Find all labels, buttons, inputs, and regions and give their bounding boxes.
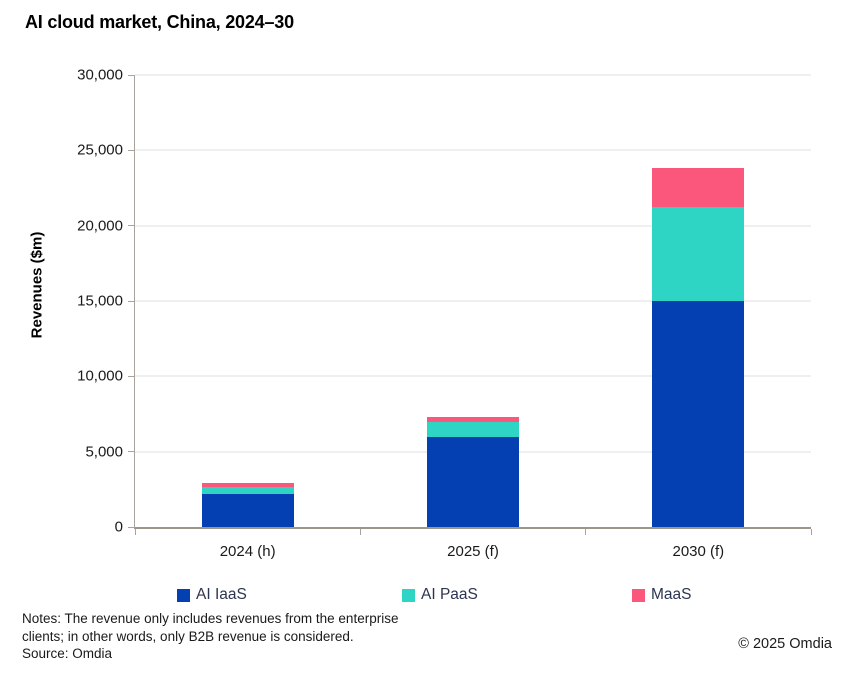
y-tick-label: 20,000 (77, 217, 123, 235)
gridline (135, 224, 811, 227)
y-tick-label: 10,000 (77, 367, 123, 385)
legend-label: AI IaaS (196, 586, 247, 603)
y-axis-tick (128, 526, 135, 528)
y-tick-label: 5,000 (85, 443, 123, 461)
chart-title: AI cloud market, China, 2024–30 (25, 12, 294, 32)
gridline (135, 300, 811, 302)
x-axis-tick (359, 529, 361, 535)
bar-segment-maas-2025-(f) (427, 417, 519, 422)
y-axis-tick (128, 74, 135, 76)
x-category-label: 2030 (f) (672, 543, 725, 560)
y-tick-label: 15,000 (77, 292, 123, 310)
x-category-label: 2025 (f) (447, 543, 499, 560)
bar-segment-ai-iaas-2024-(h) (201, 493, 294, 527)
x-category-label: 2024 (h) (219, 543, 276, 560)
x-axis-tick (585, 529, 587, 535)
gridline (135, 375, 811, 378)
bar-segment-maas-2024-(h) (201, 482, 294, 488)
legend-label: AI PaaS (421, 586, 478, 603)
y-axis-tick (128, 149, 135, 151)
notes-line: clients; in other words, only B2B revenu… (22, 628, 354, 644)
legend-item-ai-paas: AI PaaS (402, 586, 478, 604)
y-axis-tick (128, 225, 135, 227)
legend-item-maas: MaaS (632, 586, 692, 604)
plot-area: 0 5,000 10,000 15,000 20,000 25,000 30,000 2024… (77, 67, 812, 560)
legend-marker-ai-paas (402, 588, 415, 602)
x-axis-tick (134, 529, 136, 535)
bar-segment-maas-2030-(f) (652, 167, 745, 207)
bar-segment-ai-paas-2030-(f) (652, 206, 745, 301)
bar-segment-ai-iaas-2030-(f) (652, 301, 745, 527)
legend-marker-ai-iaas (177, 588, 190, 602)
y-axis-tick (128, 300, 135, 302)
bar-segment-ai-paas-2025-(f) (427, 421, 519, 437)
source-line: Source: Omdia (22, 646, 113, 661)
x-axis-tick (810, 529, 812, 535)
notes: Notes: The revenue only includes revenue… (22, 610, 398, 663)
y-axis-title: Revenues ($m) (28, 231, 46, 339)
gridline (135, 74, 811, 76)
copyright: © 2025 Omdia (738, 636, 832, 652)
bar-segment-ai-iaas-2025-(f) (427, 436, 519, 527)
notes-line: Notes: The revenue only includes revenue… (22, 611, 399, 626)
gridline (135, 149, 811, 152)
y-tick-label: 25,000 (77, 141, 123, 159)
y-tick-label: 30,000 (77, 66, 123, 84)
y-axis-tick (128, 375, 135, 377)
legend-item-ai-iaas: AI IaaS (177, 586, 247, 604)
legend-label: MaaS (651, 586, 692, 603)
legend-marker-maas (632, 588, 645, 602)
y-axis-tick (128, 451, 135, 453)
y-tick-label: 0 (114, 518, 123, 536)
legend: AI IaaS AI PaaS MaaS (134, 586, 810, 604)
bar-segment-ai-paas-2024-(h) (201, 487, 294, 494)
